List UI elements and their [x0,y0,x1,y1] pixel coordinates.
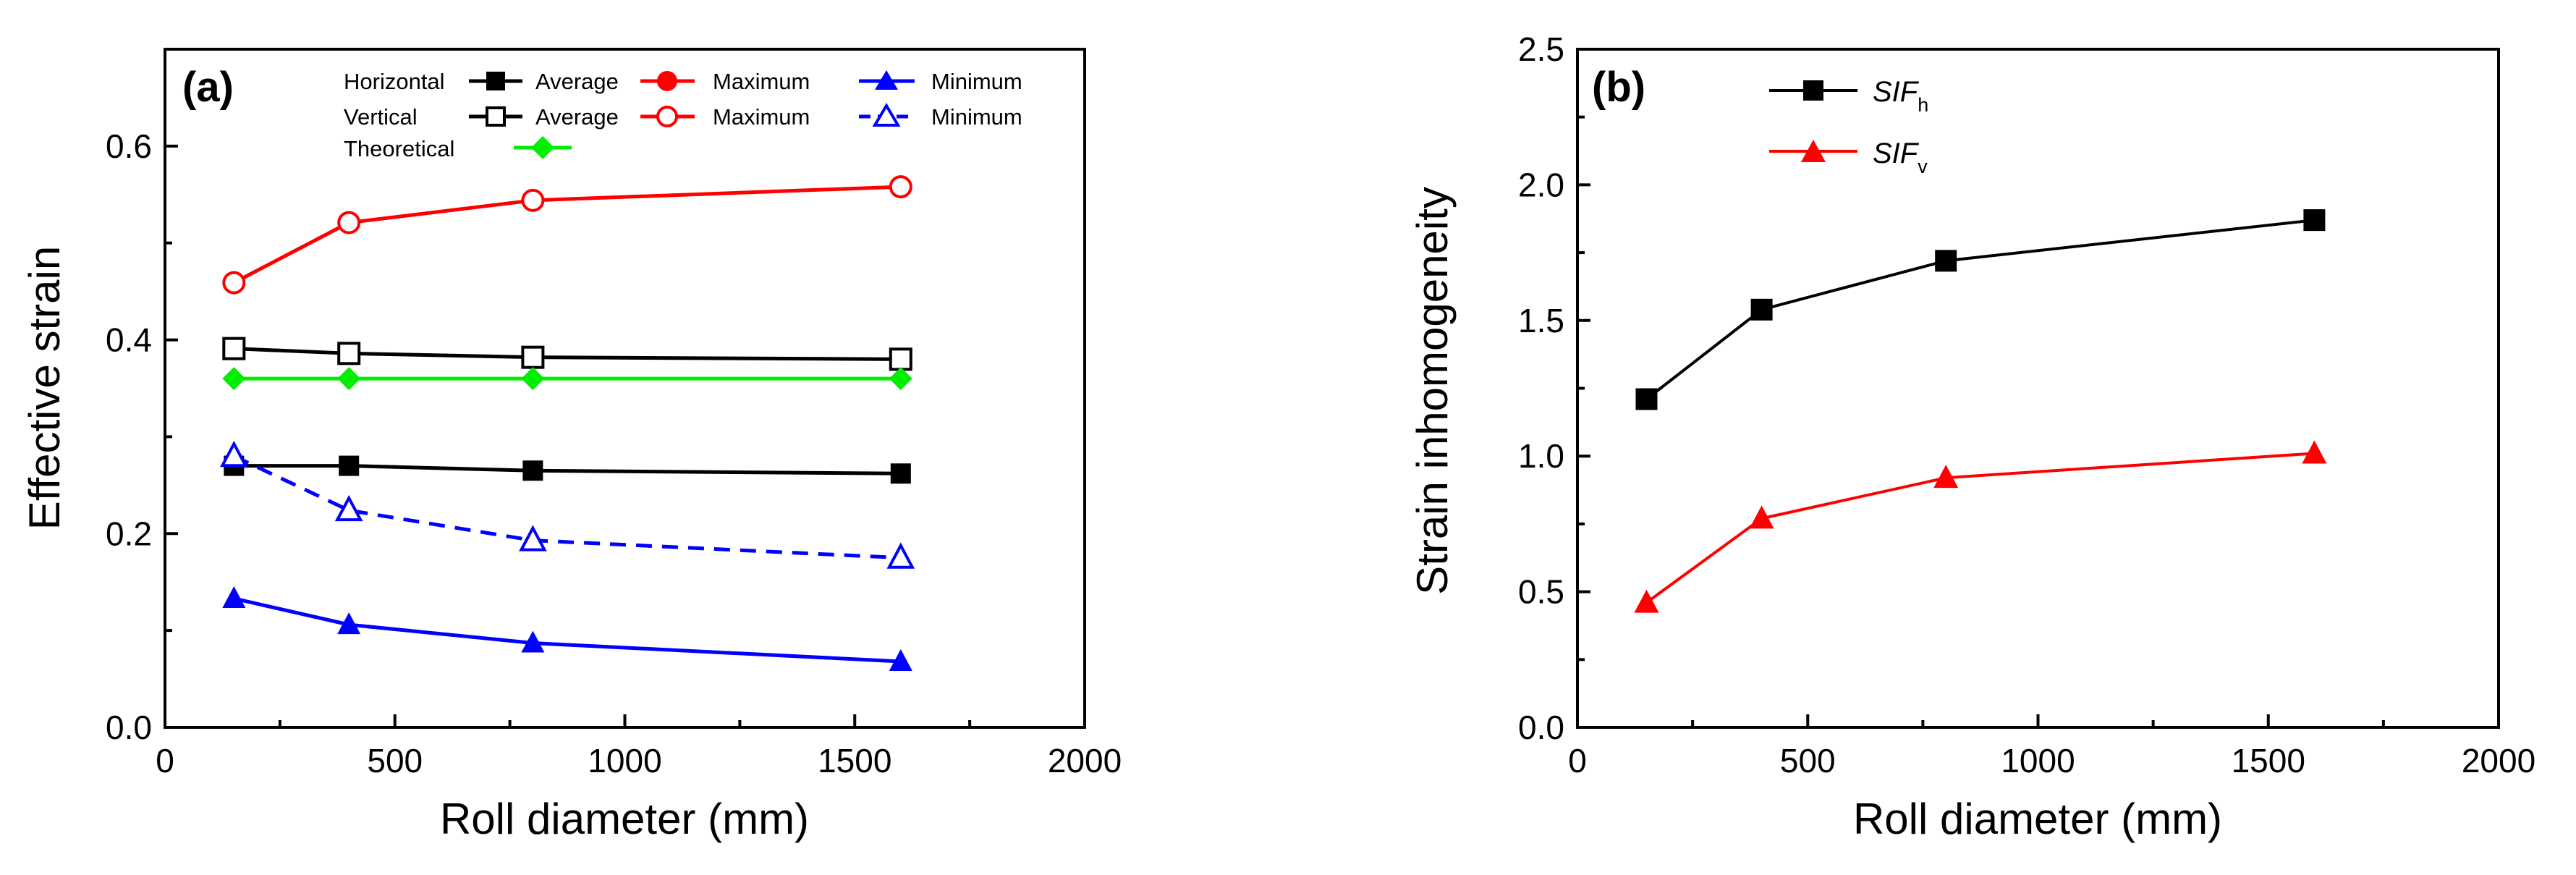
panel-b-series-line-sif-h [1645,219,2315,401]
panel-a-series-line-vertical-minimum [233,454,901,560]
panel-b-plot-frame [1576,48,2500,729]
panel-a-x-tick-label: 2000 [1048,742,1122,779]
legend-sif-v-label: SIFv [1873,138,1928,177]
panel-a-point-vertical-average [222,337,246,360]
panel-b-point-sif-v [1933,465,1959,489]
panel-b-y-tick-label: 0.5 [1518,573,1564,611]
panel-a-point-theoretical [889,367,912,391]
panel-b-chart: 0 500 1000 1500 2000 0.0 0.5 1.0 1.5 2.0 2.5 (b) R… [1408,30,2535,843]
panel-b-point-sif-v [2302,440,2327,464]
panel-a-label: (a) [182,64,234,111]
panel-a-point-vertical-minimum [219,440,248,468]
panel-b-x-tick-label: 2000 [2462,742,2535,779]
panel-a-axis-ticks: 0 500 1000 1500 2000 0.0 0.2 0.4 0.6 [106,127,1122,779]
legend-horizontal-average-label: Average [535,69,619,94]
panel-b-x-tick-label: 1500 [2232,742,2305,779]
panel-a-x-tick-label: 0 [156,742,174,779]
panel-a-y-tick-label: 0.6 [106,127,152,165]
legend-sif-v-marker [1801,140,1826,162]
panel-b-y-tick-label: 1.0 [1518,437,1564,475]
panel-b-x-tick-label: 0 [1568,742,1587,779]
panel-a-series-line-horizontal-minimum [233,596,901,664]
panel-a-point-horizontal-average [890,463,911,484]
panel-a-point-theoretical [337,367,361,391]
panel-a-point-vertical-average [337,342,361,365]
panel-b-y-tick-label: 2.0 [1518,166,1564,203]
legend-vertical-minimum-label: Minimum [931,104,1022,130]
panel-b-series-lines [1645,219,2315,604]
panel-a-point-vertical-maximum [889,175,912,199]
legend-sif-h-label: SIFh [1873,76,1928,116]
panel-a-y-tick-label: 0.2 [106,515,152,552]
panel-a-plot-frame [164,48,1086,729]
legend-horizontal-minimum-marker [875,70,898,90]
legend-horizontal-maximum-marker [657,71,677,91]
panel-a-point-horizontal-average [339,455,360,476]
panel-a-y-tick-label: 0.4 [106,321,152,359]
panel-b-y-tick-label: 2.5 [1518,30,1564,68]
panel-b-label: (b) [1592,64,1645,111]
panel-a-series-line-vertical-maximum [233,185,901,284]
panel-a-point-vertical-minimum [886,542,915,569]
panel-a-x-tick-label: 1500 [818,742,891,779]
legend-vertical-maximum-marker [656,106,678,127]
panel-b-axis-ticks: 0 500 1000 1500 2000 0.0 0.5 1.0 1.5 2.0 2.5 [1518,30,2535,779]
legend-vertical-average-label: Average [535,104,619,130]
panel-b-x-tick-label: 500 [1780,742,1836,779]
panel-a-legend: Horizontal Vertical Theoretical Average … [344,69,1022,161]
panel-b-point-sif-h [1935,250,1957,272]
panel-b-point-sif-v [1634,589,1659,613]
legend-horizontal-minimum-label: Minimum [931,69,1022,94]
panel-a-point-vertical-maximum [521,188,545,212]
panel-a-point-horizontal-minimum [222,586,246,608]
panel-a-series-lines [233,185,901,664]
panel-b-point-sif-h [2303,209,2326,232]
panel-a-series-line-horizontal-average [234,464,901,475]
panel-a-x-axis-label: Roll diameter (mm) [440,795,809,843]
panel-a-point-theoretical [521,367,545,391]
panel-a-point-horizontal-minimum [521,630,545,653]
legend-row-label-theoretical: Theoretical [344,136,454,161]
panel-a-point-vertical-average [889,347,912,371]
panel-a-point-vertical-maximum [222,271,246,295]
legend-vertical-maximum-label: Maximum [713,104,810,130]
panel-a-x-tick-label: 500 [367,742,423,779]
panel-b-point-sif-h [1750,298,1773,321]
legend-vertical-minimum-marker [872,103,901,127]
legend-sif-h-marker [1803,80,1823,101]
panel-a-point-vertical-minimum [334,494,363,522]
panel-a-point-vertical-average [521,345,545,369]
panel-b-y-tick-label: 1.5 [1518,302,1564,339]
panel-a-point-vertical-maximum [337,211,361,234]
legend-theoretical-marker [531,136,554,159]
panel-a-point-horizontal-minimum [889,648,912,671]
legend-vertical-average-marker [486,106,506,127]
panel-b-legend: SIFh SIFv [1769,76,1928,177]
panel-b-x-tick-label: 1000 [2001,742,2075,779]
panel-b-point-sif-h [1635,388,1658,410]
panel-a-point-horizontal-minimum [337,612,361,635]
panel-a-y-tick-label: 0.0 [106,709,152,746]
legend-row-label-vertical: Vertical [344,104,418,130]
panel-a-point-vertical-minimum [519,525,547,551]
panel-a-x-tick-label: 1000 [588,742,661,779]
panel-b-y-axis-label: Strain inhomogeneity [1408,187,1457,595]
panel-a-point-horizontal-average [522,460,543,481]
legend-horizontal-average-marker [486,72,505,90]
legend-horizontal-maximum-label: Maximum [713,69,810,94]
panel-a-chart: 0 500 1000 1500 2000 0.0 0.2 0.4 0.6 (a) Roll di… [20,48,1122,843]
panel-b-point-sif-v [1749,505,1774,529]
panel-a-series-line-vertical-average [234,347,901,361]
panel-b-y-tick-label: 0.0 [1518,709,1564,746]
panel-a-series-markers [219,175,915,671]
panel-a-point-theoretical [222,367,246,391]
legend-row-label-horizontal: Horizontal [344,69,445,94]
panel-a-y-axis-label: Effective strain [20,246,69,530]
panel-b-series-line-sif-v [1645,452,2315,604]
panel-b-series-markers [1634,209,2327,613]
panel-b-x-axis-label: Roll diameter (mm) [1853,795,2222,843]
